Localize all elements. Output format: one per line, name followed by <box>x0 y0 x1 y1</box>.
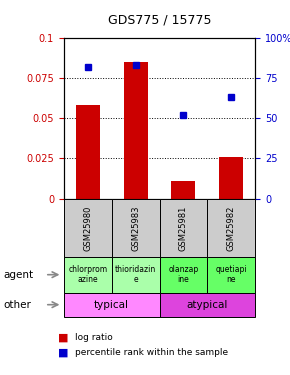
Text: quetiapi
ne: quetiapi ne <box>215 265 247 284</box>
Text: ■: ■ <box>58 348 68 357</box>
Text: chlorprom
azine: chlorprom azine <box>68 265 107 284</box>
Text: GDS775 / 15775: GDS775 / 15775 <box>108 13 211 26</box>
Bar <box>171 181 195 199</box>
Text: agent: agent <box>3 270 33 280</box>
Text: atypical: atypical <box>187 300 228 310</box>
Text: olanzap
ine: olanzap ine <box>168 265 199 284</box>
Text: GSM25983: GSM25983 <box>131 205 140 251</box>
Bar <box>124 62 148 199</box>
Text: GSM25982: GSM25982 <box>227 205 236 251</box>
Text: thioridazin
e: thioridazin e <box>115 265 156 284</box>
Text: typical: typical <box>94 300 129 310</box>
Text: log ratio: log ratio <box>75 333 113 342</box>
Text: GSM25981: GSM25981 <box>179 205 188 251</box>
Text: ■: ■ <box>58 333 68 342</box>
Bar <box>76 105 100 199</box>
Text: other: other <box>3 300 31 310</box>
Text: percentile rank within the sample: percentile rank within the sample <box>75 348 229 357</box>
Bar <box>219 157 243 199</box>
Text: GSM25980: GSM25980 <box>83 205 92 251</box>
